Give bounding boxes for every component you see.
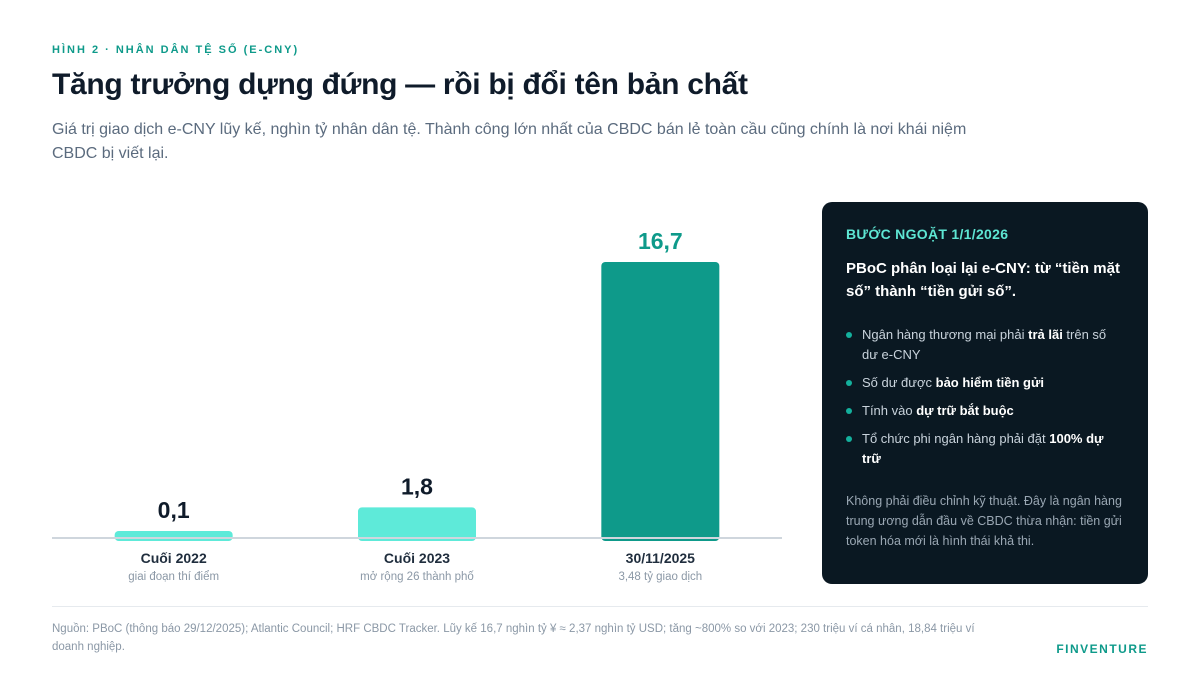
bullet-emphasis: bảo hiểm tiền gửi <box>935 375 1045 390</box>
bullet-dot-icon <box>846 436 852 442</box>
chart-title: Tăng trưởng dựng đứng — rồi bị đổi tên b… <box>52 68 748 101</box>
bar <box>601 262 720 541</box>
figure-label: HÌNH 2 · NHÂN DÂN TỆ SỐ (E-CNY) <box>52 44 300 56</box>
bullet-emphasis: dự trữ bắt buộc <box>916 403 1014 418</box>
bullet-text: Tính vào <box>862 403 917 418</box>
data-label: 1,8 <box>401 473 433 499</box>
bullet-dot-icon <box>846 380 852 386</box>
panel-bullet-item: Số dư được bảo hiểm tiền gửi <box>846 373 1124 393</box>
chart-subtitle: Giá trị giao dịch e-CNY lũy kế, nghìn tỷ… <box>52 121 967 162</box>
x-tick-label: 30/11/2025 <box>626 550 696 566</box>
bar <box>114 531 233 541</box>
x-tick-note: 3,48 tỷ giao dịch <box>618 571 702 583</box>
bullet-dot-icon <box>846 332 852 338</box>
panel-bullet-item: Ngân hàng thương mại phải trả lãi trên s… <box>846 325 1124 365</box>
brand-logo: FINVENTURE <box>1056 642 1148 656</box>
bullet-text: Số dư được <box>862 375 936 390</box>
panel-bullet-item: Tổ chức phi ngân hàng phải đặt 100% dự t… <box>846 429 1124 469</box>
source-note: Nguồn: PBoC (thông báo 29/12/2025); Atla… <box>52 623 975 653</box>
x-tick-label: Cuối 2023 <box>384 550 450 566</box>
bullet-emphasis: trả lãi <box>1028 327 1063 342</box>
callout-panel: BƯỚC NGOẶT 1/1/2026 PBoC phân loại lại e… <box>822 202 1148 584</box>
data-label: 16,7 <box>638 228 683 254</box>
panel-bullet-list: Ngân hàng thương mại phải trả lãi trên s… <box>846 325 1124 469</box>
panel-note: Không phải điều chỉnh kỹ thuật. Đây là n… <box>846 494 1122 548</box>
bullet-emphasis: 100% dự trữ <box>862 431 1104 466</box>
bullet-text: Tổ chức phi ngân hàng phải đặt <box>862 431 1050 446</box>
bullet-dot-icon <box>846 408 852 414</box>
bar-chart: 0,1 Cuối 2022 giai đoạn thí điểm 1,8 Cuối 20… <box>52 228 782 583</box>
bullet-text: trên số dư e-CNY <box>862 327 1107 362</box>
bar <box>358 507 476 541</box>
panel-eyebrow: BƯỚC NGOẶT 1/1/2026 <box>846 226 1009 242</box>
panel-heading: PBoC phân loại lại e-CNY: từ “tiền mặt s… <box>846 260 1120 300</box>
bullet-text: Ngân hàng thương mại phải <box>862 327 1029 342</box>
x-tick-note: giai đoạn thí điểm <box>128 571 219 583</box>
footer-divider <box>52 606 1148 607</box>
panel-bullet-item: Tính vào dự trữ bắt buộc <box>846 401 1124 421</box>
data-label: 0,1 <box>158 497 190 523</box>
x-tick-note: mở rộng 26 thành phố <box>360 571 474 583</box>
x-tick-label: Cuối 2022 <box>141 550 207 566</box>
